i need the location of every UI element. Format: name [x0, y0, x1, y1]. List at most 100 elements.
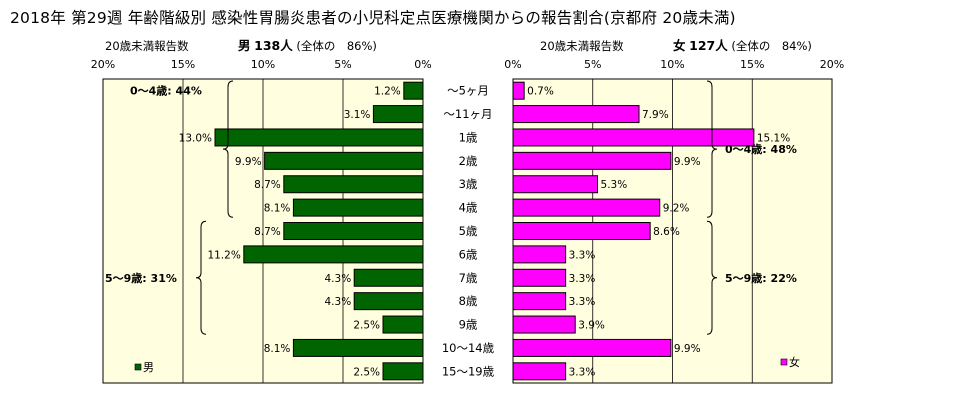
female-bar [512, 292, 567, 311]
age-category-label: ～11ヶ月 [443, 107, 492, 121]
right-header-label: 20歳未満報告数 [540, 39, 624, 53]
female-legend-swatch [780, 358, 788, 366]
male-value-label: 4.3% [325, 296, 352, 308]
age-category-label: 8歳 [459, 294, 478, 308]
male-value-label: 2.5% [353, 366, 380, 378]
female-value-label: 15.1% [757, 132, 790, 144]
left-header-share: (全体の 86%) [296, 39, 377, 53]
male-bar [264, 151, 424, 170]
left-x-tick-label: 5% [334, 58, 351, 71]
right-header-count: 127人 [689, 38, 728, 53]
age-category-label: 3歳 [459, 177, 478, 191]
male-bar [353, 292, 424, 311]
male-bar [292, 338, 424, 357]
female-bar [512, 245, 567, 264]
female-bar [512, 81, 525, 100]
male-legend-swatch [134, 363, 142, 371]
female-bar [512, 268, 567, 287]
male-value-label: 2.5% [353, 320, 380, 332]
male-value-label: 3.1% [344, 109, 371, 121]
male-bar [214, 128, 424, 147]
male-value-label: 13.0% [179, 132, 212, 144]
male-bar [283, 222, 424, 240]
left-x-tick-label: 10% [251, 58, 275, 71]
right-group-label: 5～9歳: 22% [725, 271, 797, 285]
right-header-sex: 女 [672, 38, 686, 53]
male-value-label: 8.7% [254, 179, 281, 191]
right-header-share: (全体の 84%) [731, 39, 812, 53]
right-group-brace [706, 80, 718, 218]
female-value-label: 3.3% [569, 273, 596, 285]
right-x-tick-label: 0% [504, 58, 521, 71]
age-category-label: 6歳 [459, 247, 478, 261]
male-bar [292, 198, 424, 217]
left-group-brace [195, 220, 207, 335]
right-header: 20歳未満報告数 女 127人 (全体の 84%) [540, 35, 812, 54]
female-bar [512, 222, 651, 240]
female-value-label: 9.9% [674, 343, 701, 355]
male-bar [283, 175, 424, 194]
female-bar [512, 198, 661, 217]
female-bar [512, 338, 672, 357]
age-category-label: 1歳 [459, 130, 478, 144]
left-x-tick-label: 20% [91, 58, 115, 71]
left-x-tick-label: 15% [171, 58, 195, 71]
age-category-label: ～5ヶ月 [447, 84, 489, 98]
male-value-label: 11.2% [207, 249, 240, 261]
left-header: 20歳未満報告数 男 138人 (全体の 86%) [105, 35, 377, 54]
female-value-label: 5.3% [601, 179, 628, 191]
male-value-label: 9.9% [235, 156, 262, 168]
age-category-label: 4歳 [459, 201, 478, 215]
female-bar [512, 151, 672, 170]
right-group-label: 0～4歳: 48% [725, 142, 797, 156]
left-group-brace [222, 80, 234, 218]
male-bar [382, 362, 424, 381]
female-value-label: 3.3% [569, 296, 596, 308]
male-bar [372, 105, 424, 124]
age-category-label: 2歳 [459, 154, 478, 168]
left-group-label: 5～9歳: 31% [105, 271, 177, 285]
male-bar [382, 315, 424, 334]
age-category-label: 5歳 [459, 224, 478, 238]
left-header-sex: 男 [237, 38, 251, 53]
right-group-brace [706, 220, 718, 335]
female-value-label: 3.3% [569, 366, 596, 378]
right-x-tick-label: 20% [820, 58, 844, 71]
male-value-label: 8.1% [264, 203, 291, 215]
age-category-label: 9歳 [459, 318, 478, 332]
age-category-label: 15～19歳 [442, 364, 495, 378]
male-value-label: 8.1% [264, 343, 291, 355]
chart-title: 2018年 第29週 年齢階級別 感染性胃腸炎患者の小児科定点医療機関からの報告… [10, 9, 736, 27]
female-value-label: 3.9% [578, 320, 605, 332]
female-bar [512, 175, 599, 194]
female-bar [512, 128, 755, 147]
male-value-label: 8.7% [254, 226, 281, 238]
female-bar [512, 105, 640, 124]
male-bar [403, 81, 424, 100]
age-category-label: 10～14歳 [442, 341, 495, 355]
female-value-label: 7.9% [642, 109, 669, 121]
right-x-tick-label: 15% [740, 58, 764, 71]
female-bar [512, 315, 576, 334]
male-value-label: 1.2% [374, 86, 401, 98]
left-group-label: 0～4歳: 44% [130, 84, 202, 98]
female-value-label: 9.9% [674, 156, 701, 168]
left-header-label: 20歳未満報告数 [105, 39, 189, 53]
male-legend-label: 男 [143, 361, 154, 374]
female-value-label: 0.7% [527, 86, 554, 98]
male-bar [353, 268, 424, 287]
left-header-count: 138人 [254, 38, 293, 53]
female-bar [512, 362, 567, 381]
male-bar [243, 245, 424, 264]
age-category-label: 7歳 [459, 271, 478, 285]
right-x-tick-label: 10% [660, 58, 684, 71]
left-x-tick-label: 0% [414, 58, 431, 71]
right-x-tick-label: 5% [584, 58, 601, 71]
female-value-label: 3.3% [569, 249, 596, 261]
male-value-label: 4.3% [325, 273, 352, 285]
female-legend-label: 女 [789, 355, 800, 369]
female-value-label: 9.2% [663, 203, 690, 215]
female-value-label: 8.6% [653, 226, 680, 238]
